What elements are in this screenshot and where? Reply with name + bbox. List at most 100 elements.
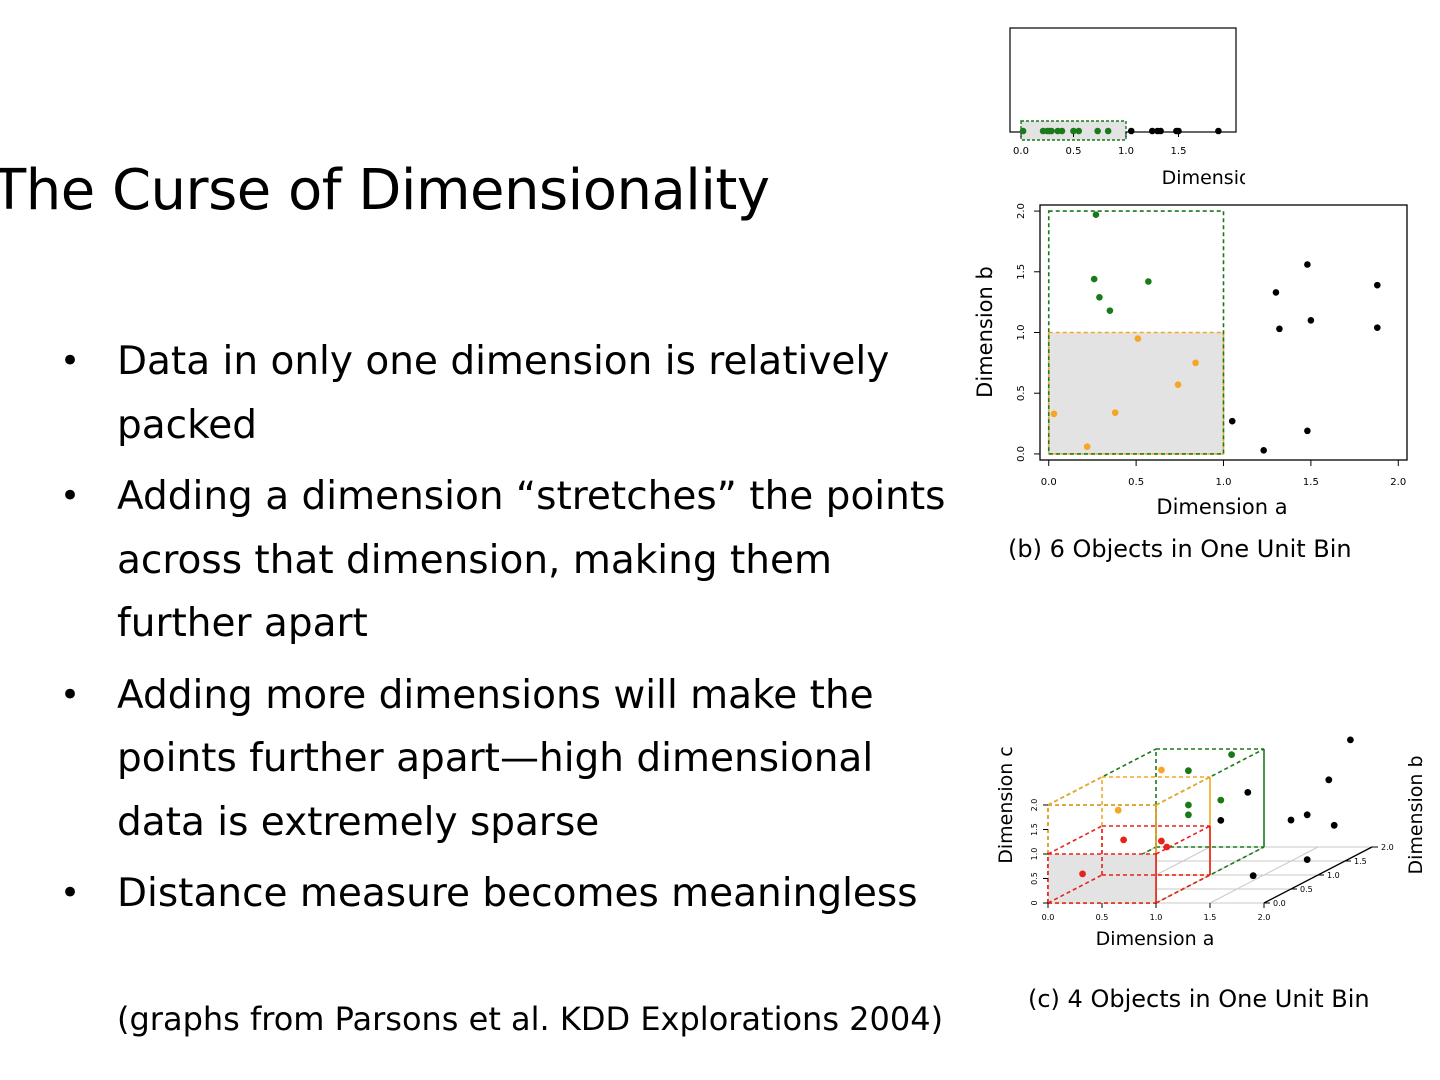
- data-point: [1304, 261, 1311, 268]
- y-axis-label: Dimension b: [973, 266, 997, 398]
- y-tick-label: 2.0: [1030, 799, 1039, 812]
- data-point: [1228, 751, 1235, 758]
- data-point: [1104, 127, 1112, 135]
- data-point: [1114, 806, 1122, 814]
- data-point: [1192, 359, 1199, 367]
- data-point: [1148, 127, 1156, 135]
- data-point: [1325, 776, 1333, 784]
- x-tick-label: 0.0: [1042, 913, 1055, 922]
- bin-face: [1048, 854, 1156, 903]
- z-tick-label: 2.0: [1381, 843, 1394, 852]
- data-point: [1083, 443, 1091, 450]
- bin-edge: [1047, 825, 1103, 855]
- bullet-dot-icon: •: [60, 341, 81, 381]
- z-tick-label: 0.0: [1273, 899, 1286, 908]
- x-tick-label: 2.0: [1390, 477, 1406, 488]
- data-point: [1244, 789, 1252, 796]
- citation: (graphs from Parsons et al. KDD Explorat…: [117, 1000, 944, 1038]
- data-point: [1145, 278, 1152, 285]
- z-tick-label: 0.5: [1300, 885, 1313, 894]
- x-axis-label: Dimension a: [1096, 928, 1215, 950]
- bin-edge: [1047, 776, 1103, 806]
- y-tick-label: 1.5: [1016, 264, 1027, 280]
- figure-3d-scatter: 0.0 0.5 1.0 1.5 2.000.51.01.52.00.00.51.01.5…: [995, 736, 1427, 1013]
- data-point: [1079, 870, 1086, 878]
- y-tick-label: 0.0: [1016, 446, 1027, 462]
- bullet-dot-icon: •: [60, 674, 81, 715]
- data-point: [1158, 766, 1165, 774]
- data-point: [1090, 275, 1098, 283]
- x-tick-label: 1.5: [1171, 146, 1187, 157]
- data-point: [1330, 821, 1338, 829]
- data-point: [1272, 289, 1280, 296]
- bin-edge: [1047, 874, 1103, 904]
- data-point: [1175, 127, 1182, 135]
- x-tick-label: 0.5: [1066, 146, 1082, 157]
- data-point: [1185, 811, 1192, 819]
- z-tick-label: 1.0: [1327, 871, 1340, 880]
- bin-edge: [1047, 748, 1157, 806]
- bin-edge: [1155, 776, 1211, 806]
- bullet-text: Distance measure becomes meaningless: [117, 871, 918, 916]
- data-point: [1249, 872, 1257, 880]
- y-tick-label: 1.0: [1030, 848, 1039, 861]
- bullet-text: Adding more dimensions will make the poi…: [117, 672, 874, 845]
- data-point: [1347, 736, 1354, 744]
- data-point: [1134, 335, 1142, 342]
- y-tick-label: 1.5: [1030, 823, 1039, 836]
- x-tick-label: 2.0: [1258, 913, 1271, 922]
- x-tick-label: 1.0: [1150, 913, 1163, 922]
- bullet-text: Data in only one dimension is relatively…: [117, 339, 890, 448]
- bullet-item: • Distance measure becomes meaningless: [60, 862, 960, 926]
- x-tick-label: 0.0: [1041, 477, 1057, 488]
- data-point: [1174, 381, 1182, 389]
- slide-title: The Curse of Dimensionality: [0, 158, 770, 223]
- x-tick-label: 1.5: [1204, 913, 1217, 922]
- data-point: [1215, 127, 1222, 135]
- data-point: [1287, 816, 1295, 824]
- data-point: [1228, 417, 1236, 425]
- data-point: [1163, 843, 1171, 851]
- figure-caption: (b) 6 Objects in One Unit Bin: [1008, 535, 1352, 563]
- y-tick-label: 0.5: [1030, 872, 1039, 885]
- data-point: [1127, 127, 1135, 135]
- data-point: [1092, 211, 1100, 219]
- bin-edge: [1155, 846, 1265, 904]
- x-tick-label: 1.0: [1216, 477, 1232, 488]
- y-tick-label: 0: [1030, 900, 1039, 905]
- data-point: [1111, 409, 1119, 416]
- bullet-list: • Data in only one dimension is relativel…: [60, 330, 960, 934]
- unit-bin: [1047, 210, 1225, 455]
- y-tick-label: 1.0: [1016, 325, 1027, 341]
- data-point: [1019, 127, 1027, 135]
- bullet-item: • Adding more dimensions will make the po…: [60, 664, 960, 855]
- floor-grid-line: [1209, 846, 1319, 904]
- x-axis-label: Dimension a: [1156, 495, 1287, 519]
- data-point: [1303, 856, 1311, 863]
- x-tick-label: 1.0: [1118, 146, 1134, 157]
- figure-2d-scatter: 0.0 0.5 1.0 1.5 2.0 0.0 0.5 1.0 1.5 2.0 Dimension…: [973, 203, 1408, 563]
- unit-bin: [1047, 331, 1225, 455]
- bullet-item: • Adding a dimension “stretches” the poin…: [60, 465, 960, 656]
- data-point: [1094, 127, 1101, 135]
- bin-edge: [1155, 748, 1265, 806]
- bullet-dot-icon: •: [60, 476, 81, 516]
- data-point: [1307, 317, 1315, 324]
- data-point: [1158, 837, 1165, 845]
- data-point: [1185, 767, 1192, 775]
- data-point: [1070, 127, 1077, 135]
- z-tick-label: 1.5: [1354, 857, 1367, 866]
- bullet-text: Adding a dimension “stretches” the point…: [117, 474, 946, 646]
- data-point: [1373, 324, 1381, 331]
- data-point: [1157, 127, 1164, 135]
- z-axis-label: Dimension b: [1405, 755, 1427, 874]
- data-point: [1050, 410, 1058, 418]
- data-point: [1217, 817, 1225, 824]
- x-tick-label: 0.5: [1096, 913, 1109, 922]
- figure-caption: (c) 4 Objects in One Unit Bin: [1028, 985, 1370, 1013]
- data-point: [1303, 811, 1311, 819]
- data-point: [1276, 325, 1283, 333]
- x-tick-label: 0.0: [1013, 146, 1029, 157]
- plot-frame: [1009, 27, 1237, 133]
- y-tick-label: 0.5: [1016, 385, 1027, 401]
